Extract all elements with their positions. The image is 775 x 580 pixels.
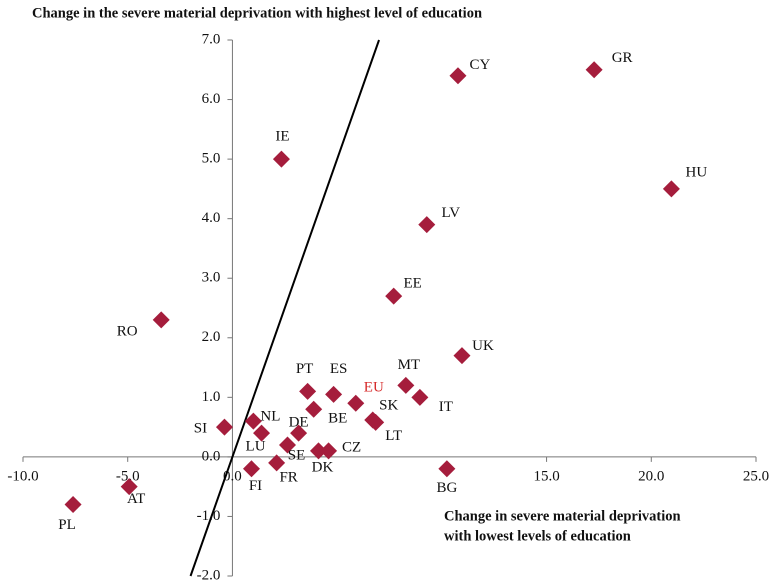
- point-label: LU: [246, 439, 266, 455]
- data-point: [662, 180, 680, 198]
- y-tick-label: 2.0: [202, 329, 221, 345]
- data-point: [305, 400, 323, 418]
- data-point: [397, 376, 415, 394]
- data-point: [411, 388, 429, 406]
- y-tick-label: 4.0: [202, 210, 221, 226]
- reference-line: [189, 39, 380, 577]
- x-tick-label: 20.0: [638, 468, 664, 484]
- point-label: RO: [117, 323, 138, 339]
- point-label: GR: [612, 50, 633, 66]
- data-point: [152, 311, 170, 329]
- data-point: [272, 150, 290, 168]
- data-point: [438, 460, 456, 478]
- point-label: DK: [312, 459, 334, 475]
- data-point: [279, 436, 297, 454]
- point-label: FR: [279, 469, 297, 485]
- data-point: [215, 418, 233, 436]
- data-point: [268, 454, 286, 472]
- y-tick-label: 7.0: [202, 31, 221, 47]
- point-label: NL: [260, 409, 280, 425]
- point-label: BE: [328, 411, 347, 427]
- y-tick-label: -2.0: [197, 567, 221, 580]
- data-point: [253, 424, 271, 442]
- point-label: LV: [441, 205, 460, 221]
- data-point: [299, 382, 317, 400]
- point-label: MT: [398, 357, 421, 373]
- data-point: [64, 496, 82, 514]
- data-point: [385, 287, 403, 305]
- point-label: CZ: [342, 439, 361, 455]
- point-label: SI: [194, 421, 207, 437]
- x-tick-label: -10.0: [7, 468, 38, 484]
- point-label: BG: [436, 480, 457, 496]
- point-label: IE: [275, 129, 289, 145]
- data-point: [320, 442, 338, 460]
- data-point: [120, 478, 138, 496]
- data-point: [585, 61, 603, 79]
- data-point: [347, 394, 365, 412]
- point-label: DE: [289, 415, 309, 431]
- data-point: [325, 385, 343, 403]
- x-tick-label: 15.0: [533, 468, 559, 484]
- data-point: [418, 216, 436, 234]
- y-tick-label: -1.0: [197, 508, 221, 524]
- data-point: [310, 442, 328, 460]
- data-point: [453, 347, 471, 365]
- data-point: [449, 67, 467, 85]
- point-label: ES: [330, 361, 348, 377]
- x-axis-title: Change in severe material deprivation: [444, 508, 681, 524]
- point-label: SK: [379, 397, 398, 413]
- point-label: EE: [404, 276, 422, 292]
- y-tick-label: 1.0: [202, 389, 221, 405]
- point-label: UK: [472, 338, 494, 354]
- y-tick-label: 0.0: [202, 448, 221, 464]
- point-label: IT: [439, 399, 453, 415]
- y-tick-label: 6.0: [202, 91, 221, 107]
- y-tick-label: 3.0: [202, 270, 221, 286]
- data-point: [290, 424, 308, 442]
- y-tick-label: 5.0: [202, 151, 221, 167]
- data-point: [244, 412, 262, 430]
- point-label: FI: [249, 478, 262, 494]
- data-point: [367, 413, 385, 431]
- point-label: CY: [470, 57, 491, 73]
- y-axis-title: Change in the severe material deprivatio…: [32, 5, 482, 21]
- data-point: [242, 460, 260, 478]
- point-label: AT: [127, 491, 145, 507]
- point-label: EU: [364, 380, 384, 396]
- x-axis-title: with lowest levels of education: [444, 528, 631, 544]
- point-label: HU: [686, 164, 708, 180]
- x-tick-label: 25.0: [743, 468, 769, 484]
- point-label: SE: [288, 447, 306, 463]
- x-tick-label: -5.0: [116, 468, 140, 484]
- point-label: PT: [296, 361, 314, 377]
- point-label: PL: [58, 517, 76, 533]
- point-label: LT: [385, 428, 402, 444]
